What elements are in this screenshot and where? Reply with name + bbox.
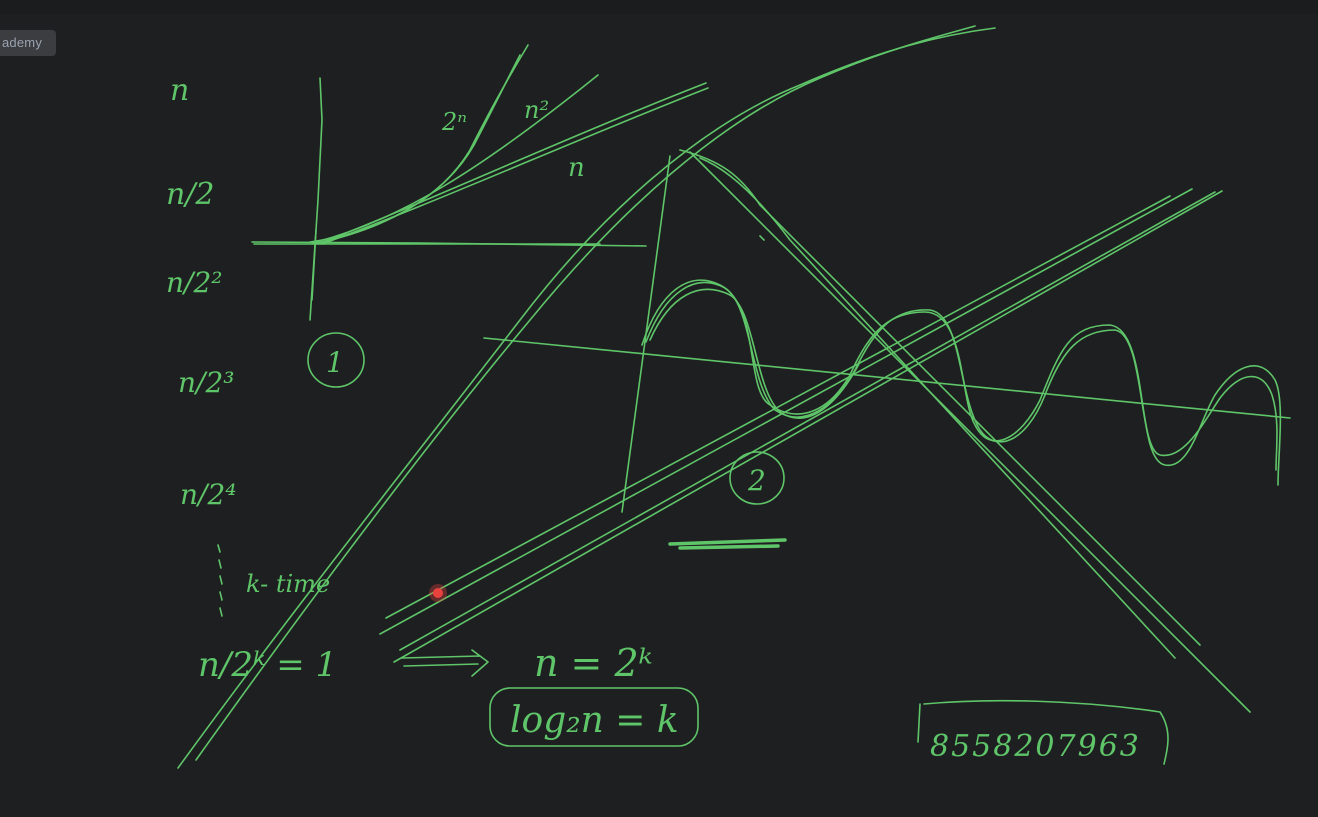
boxed-result-frame: [489, 687, 699, 747]
label-n: n: [568, 153, 585, 183]
graph2-number: 2: [747, 464, 766, 497]
scribble-underline: [668, 538, 787, 550]
oscillation-axis: [483, 337, 1291, 419]
dotted-line: [217, 544, 223, 617]
term-n-over-2-cubed: n/2³: [178, 366, 235, 399]
laser-pointer: [433, 588, 443, 598]
triangle-right-leg-b: [689, 151, 1251, 713]
circle-2: [729, 451, 785, 505]
circle-1: [307, 332, 365, 388]
implies-arrow: [401, 649, 489, 677]
phone-bracket: [923, 699, 1169, 765]
graph1-x-axis: [251, 241, 647, 247]
label-2n: 2ⁿ: [441, 108, 467, 136]
curve-n-2: [321, 87, 709, 245]
curve-n2: [315, 74, 599, 243]
diagonal-c: [393, 190, 1223, 663]
term-n-over-2-4: n/2⁴: [180, 478, 237, 511]
graph1-y-axis: [309, 77, 323, 321]
phone-left-bracket: [917, 703, 921, 743]
wave-c: [649, 288, 861, 419]
term-n-over-2-squared: n/2²: [166, 266, 223, 299]
curve-2n-2: [311, 54, 521, 245]
term-n-over-2: n/2: [166, 177, 215, 212]
triangle-right-leg-a: [679, 149, 1201, 646]
equation-n-equals-2k: n = 2ᵏ: [534, 641, 653, 685]
term-n: n: [170, 73, 189, 108]
triangle-right-leg-c: [699, 157, 1176, 659]
big-curve-b: [195, 25, 976, 761]
curve-n: [317, 82, 707, 245]
wave-b: [645, 281, 1278, 471]
top-bar: [0, 0, 1318, 14]
watermark-badge: ademy: [0, 30, 56, 56]
term-final-equals-one: n/2ᵏ = 1: [198, 645, 337, 685]
boxed-result: log₂n = k: [510, 700, 679, 741]
wave-a: [641, 279, 1282, 486]
tick-mark: [759, 235, 765, 241]
diagonal-d: [399, 191, 1216, 651]
diagonal-a: [385, 195, 1171, 619]
diagonal-b: [379, 188, 1193, 635]
graph1-number: 1: [326, 346, 344, 379]
phone-number: 8558207963: [930, 729, 1141, 764]
label-n2: n²: [524, 96, 549, 124]
curve-2n: [309, 44, 529, 243]
